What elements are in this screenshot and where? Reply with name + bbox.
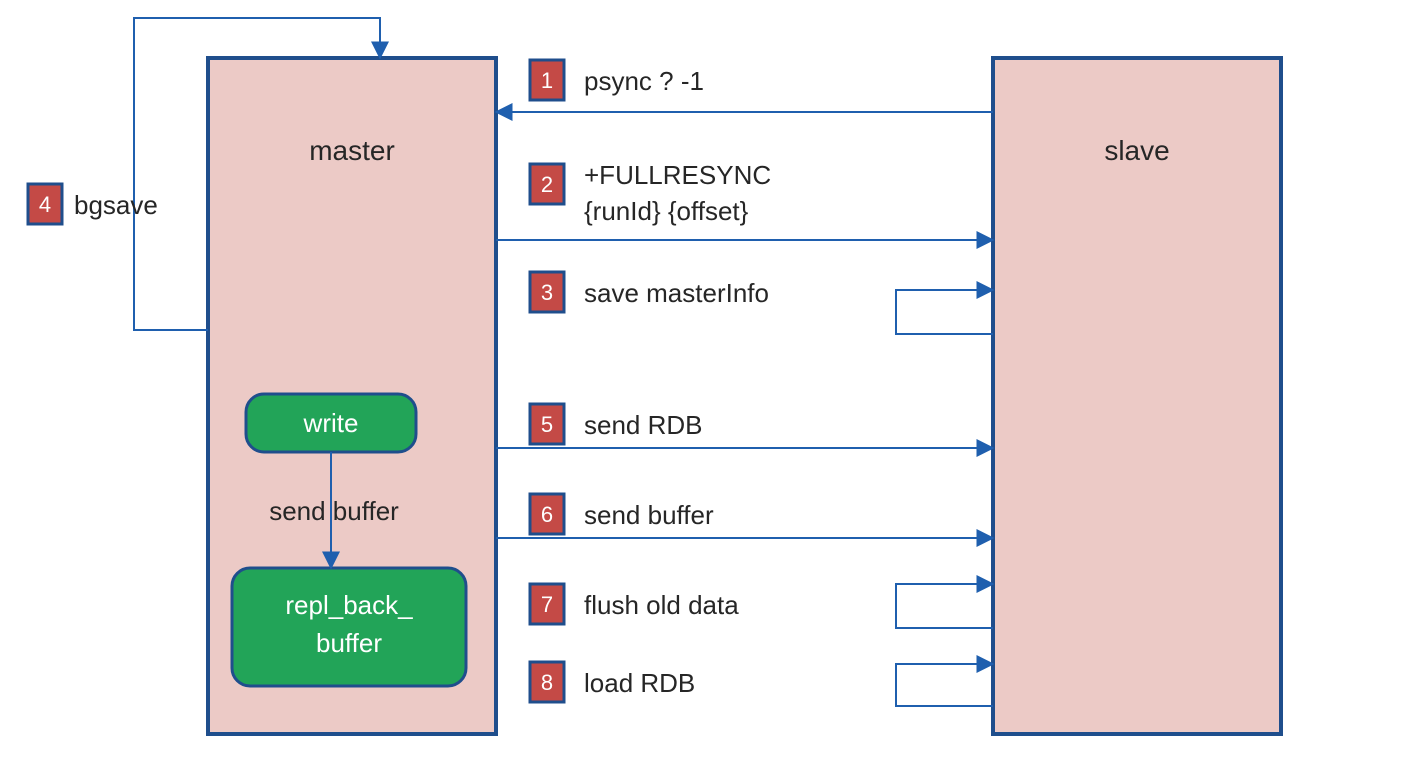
step-badge-num-1: 2	[541, 172, 553, 197]
step-label: +FULLRESYNC	[584, 160, 771, 190]
step-badge-num-6: 8	[541, 670, 553, 695]
bgsave-label: bgsave	[74, 190, 158, 220]
step-label: send buffer	[584, 500, 714, 530]
write-block-label: write	[303, 408, 359, 438]
step-label: {runId} {offset}	[584, 196, 749, 226]
step-badge-num-2: 3	[541, 280, 553, 305]
slave-label: slave	[1104, 135, 1169, 166]
step-badge-num-3: 5	[541, 412, 553, 437]
step-label: send RDB	[584, 410, 703, 440]
step-badge-num-bgsave: 4	[39, 192, 51, 217]
slave-self-loop	[896, 664, 993, 706]
repl-back-buffer-label-1: repl_back_	[285, 590, 413, 620]
slave-self-loop	[896, 584, 993, 628]
step-label: save masterInfo	[584, 278, 769, 308]
step-label: load RDB	[584, 668, 695, 698]
repl-back-buffer-block	[232, 568, 466, 686]
step-label: flush old data	[584, 590, 739, 620]
step-badge-num-4: 6	[541, 502, 553, 527]
slave-self-loop	[896, 290, 993, 334]
master-label: master	[309, 135, 395, 166]
step-badge-num-5: 7	[541, 592, 553, 617]
repl-back-buffer-label-2: buffer	[316, 628, 382, 658]
step-badge-num-0: 1	[541, 68, 553, 93]
step-label: psync ? -1	[584, 66, 704, 96]
send-buffer-inner-label: send buffer	[269, 496, 399, 526]
